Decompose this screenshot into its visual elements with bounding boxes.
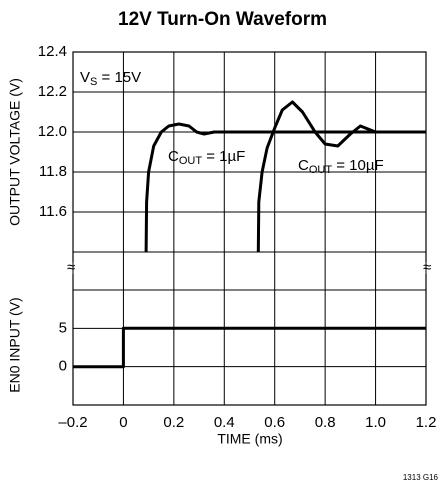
y-tick-label: 12.2: [38, 83, 67, 100]
annotation-part: = 15V: [97, 69, 141, 86]
annotation: COUT = 1µF: [168, 148, 245, 167]
x-axis-label: TIME (ms): [217, 431, 282, 447]
annotation-part: C: [298, 157, 309, 174]
y-axis-label: EN0 INPUT (V): [7, 297, 23, 392]
line-series: [256, 100, 426, 253]
annotation-part: = 10µF: [332, 157, 384, 174]
y-tick-label: 11.6: [39, 203, 67, 220]
y-tick-label: 5: [59, 319, 67, 336]
x-tick-label: 1.2: [416, 414, 437, 431]
x-tick-label: –0.2: [58, 414, 87, 431]
annotation-part: V: [80, 69, 90, 86]
x-tick-label: 0.2: [163, 414, 184, 431]
axis-break: ≈: [423, 259, 431, 276]
line-series: [73, 326, 426, 369]
line-series: [144, 122, 426, 253]
x-tick-label: 0.8: [315, 414, 336, 431]
footnote: 1313 G16: [403, 473, 439, 482]
break-bg: [418, 262, 438, 274]
y-tick-label: 0: [59, 358, 67, 375]
x-tick-label: 0: [119, 414, 127, 431]
y-tick-label: 11.8: [39, 163, 67, 180]
y-tick-label: 12.0: [38, 123, 67, 140]
annotation-part: = 1µF: [202, 148, 245, 165]
annotation: COUT = 10µF: [298, 157, 384, 176]
chart-title: 12V Turn-On Waveform: [118, 9, 327, 30]
y-tick-label: 12.4: [38, 43, 67, 60]
annotation: VS = 15V: [80, 69, 141, 88]
frame: [72, 51, 427, 406]
axis-break: ≈: [67, 259, 75, 276]
x-tick-label: 0.4: [214, 414, 235, 431]
x-tick-label: 0.6: [264, 414, 285, 431]
x-tick-label: 1.0: [365, 414, 386, 431]
annotation-part: S: [90, 76, 97, 88]
break-bg: [62, 262, 82, 274]
annotation-part: OUT: [309, 164, 333, 176]
y-axis-label: OUTPUT VOLTAGE (V): [7, 78, 23, 226]
annotation-part: OUT: [179, 155, 203, 167]
